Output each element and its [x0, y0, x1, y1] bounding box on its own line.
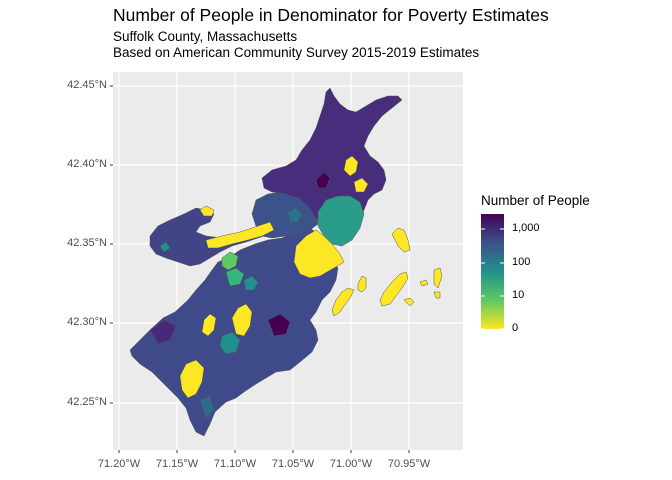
- dark-tract-2: [267, 313, 291, 337]
- legend-label: 100: [512, 256, 531, 268]
- y-tick-label: 42.40°N: [67, 158, 107, 170]
- yellow-tract-jp: [231, 303, 253, 337]
- y-tick-label: 42.30°N: [67, 316, 107, 328]
- teal-tract-2: [243, 275, 259, 291]
- x-tick-label: 71.05°W: [271, 458, 315, 470]
- dark-tract-4: [199, 395, 215, 419]
- dark-tract-3: [149, 319, 177, 345]
- y-tick-label: 42.45°N: [67, 79, 107, 91]
- yellow-tract-east-2: [353, 177, 369, 193]
- yellow-tract-cemetery: [179, 359, 205, 399]
- x-tick-label: 71.15°W: [155, 458, 199, 470]
- x-tick-label: 71.10°W: [213, 458, 257, 470]
- map-title: Number of People in Denominator for Pove…: [113, 5, 549, 25]
- legend-ticks: [481, 228, 504, 330]
- x-tick-label: 71.00°W: [329, 458, 373, 470]
- teal-tract-5: [159, 241, 171, 253]
- teal-tract-4: [287, 207, 303, 223]
- green-tract-1: [221, 251, 239, 271]
- x-tick-label: 70.95°W: [387, 458, 431, 470]
- harbor-island-1: [331, 287, 355, 317]
- map-subtitle-source: Based on American Community Survey 2015-…: [113, 45, 480, 60]
- dark-tract-1: [315, 171, 331, 189]
- harbor-island-4: [403, 297, 415, 307]
- harbor-island-7: [433, 291, 441, 299]
- legend-label: 0: [512, 322, 519, 334]
- x-tick-label: 71.20°W: [97, 458, 141, 470]
- teal-tract-1: [225, 267, 245, 287]
- map-subtitle-county: Suffolk County, Massachusetts: [113, 29, 298, 44]
- teal-tract-3: [219, 331, 241, 355]
- harbor-island-2: [357, 275, 367, 293]
- legend-title: Number of People: [481, 193, 590, 208]
- legend-label: 1,000: [512, 222, 540, 234]
- harbor-island-5: [419, 279, 429, 287]
- yellow-tract-north: [199, 205, 215, 217]
- yellow-tract-east: [343, 155, 359, 177]
- legend-label: 10: [512, 289, 525, 301]
- harbor-island-3: [379, 271, 409, 307]
- axis-ticks: [110, 85, 410, 453]
- yellow-tract-arboretum: [201, 313, 217, 337]
- y-tick-label: 42.35°N: [67, 237, 107, 249]
- yellow-tract-seaport: [293, 229, 345, 279]
- yellow-tract-charles: [205, 221, 275, 249]
- y-tick-label: 42.25°N: [67, 396, 107, 408]
- winthrop-yellow-region: [391, 227, 411, 253]
- legend-colorbar: [481, 214, 504, 329]
- harbor-island-6: [433, 267, 443, 289]
